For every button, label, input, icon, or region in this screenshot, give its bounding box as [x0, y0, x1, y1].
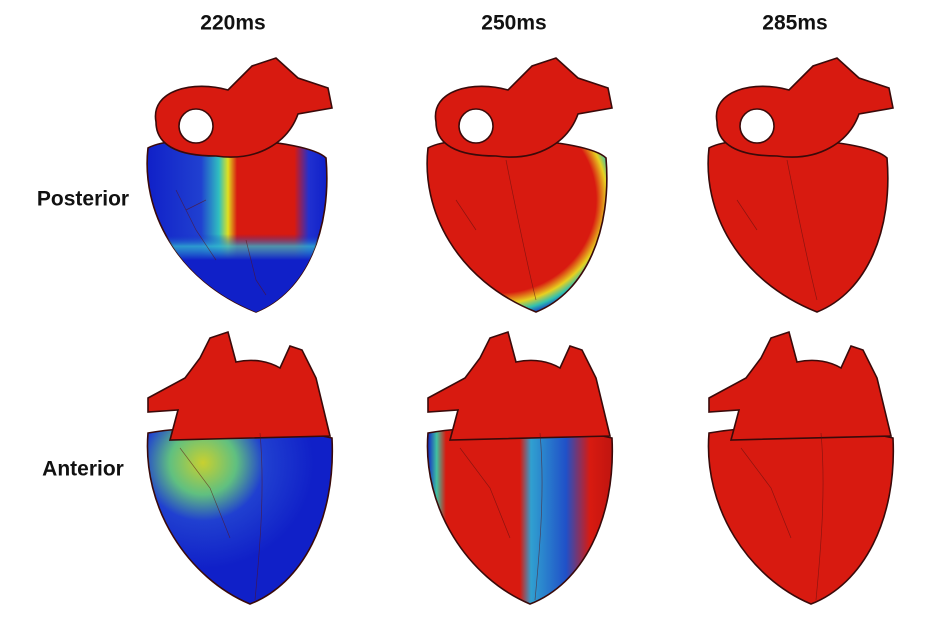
- column-label: 220ms: [200, 12, 265, 35]
- column-label: 250ms: [481, 12, 546, 35]
- heart-anterior-250: [426, 331, 614, 605]
- heart-posterior-250: [426, 57, 613, 313]
- row-label: Posterior: [37, 188, 129, 211]
- heart-anterior-285: [707, 331, 895, 605]
- row-label: Anterior: [42, 458, 124, 481]
- column-label: 285ms: [762, 12, 827, 35]
- heart-posterior-220: [146, 57, 333, 313]
- heart-posterior-285: [707, 57, 894, 313]
- heart-anterior-220: [146, 331, 334, 605]
